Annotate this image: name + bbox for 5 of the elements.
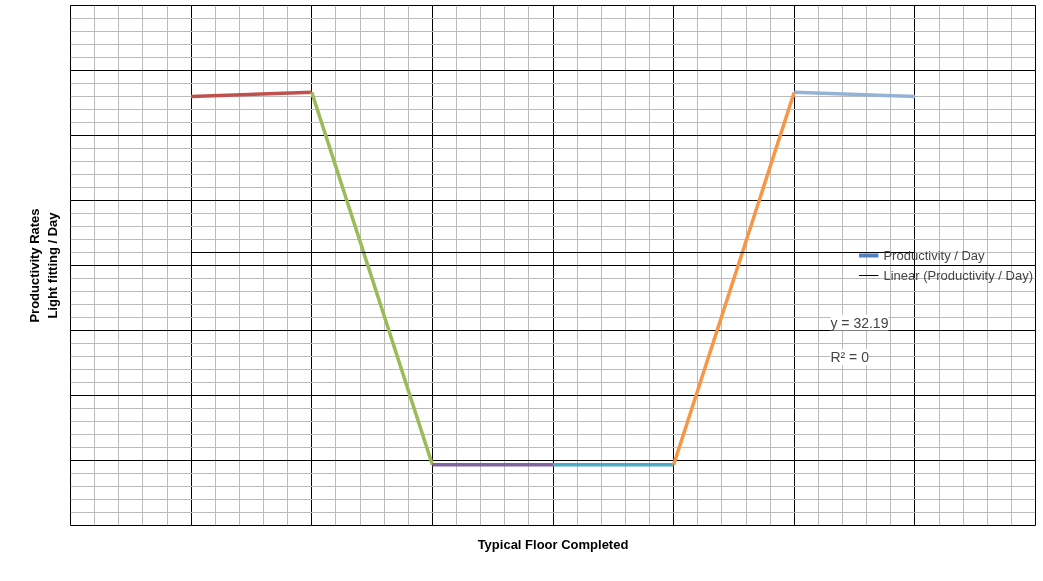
- annotation: y = 32.19: [830, 314, 889, 331]
- y-axis-title: Productivity Rates Light fitting / Day: [26, 208, 60, 323]
- legend-label: Linear (Productivity / Day): [883, 267, 1033, 283]
- annotation: R² = 0: [830, 349, 870, 366]
- x-axis-title: Typical Floor Completed: [477, 536, 629, 552]
